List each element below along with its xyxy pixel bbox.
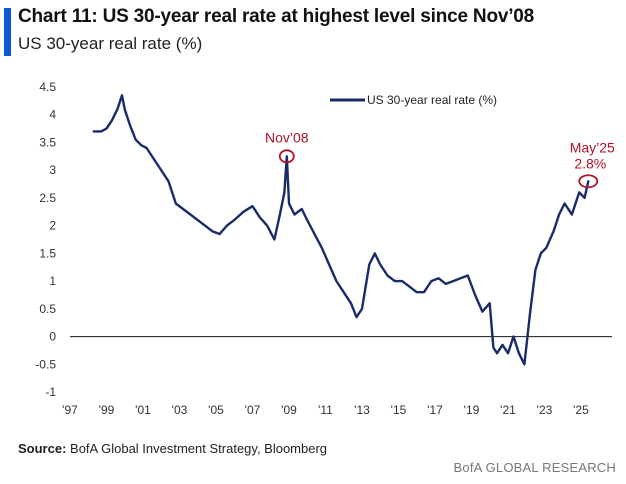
y-tick-label: 4	[49, 108, 56, 122]
annotation-label-may25: May’25	[570, 139, 615, 155]
legend-label: US 30-year real rate (%)	[367, 93, 497, 107]
chart-title: Chart 11: US 30-year real rate at highes…	[18, 6, 535, 27]
x-tick-label: '97	[62, 403, 78, 417]
brand-label: BofA GLOBAL RESEARCH	[453, 460, 616, 475]
x-tick-label: '99	[99, 403, 115, 417]
annotation-marker-may25	[578, 174, 599, 189]
y-tick-label: 3.5	[39, 135, 56, 149]
x-tick-label: '05	[208, 403, 224, 417]
x-tick-label: '07	[245, 403, 261, 417]
x-tick-label: '21	[500, 403, 516, 417]
y-tick-label: 1.5	[39, 246, 56, 260]
x-tick-label: '01	[135, 403, 151, 417]
y-tick-label: 2.5	[39, 191, 56, 205]
annotation-value-may25: 2.8%	[574, 155, 606, 171]
y-tick-label: 0.5	[39, 302, 56, 316]
x-tick-label: '11	[318, 403, 333, 417]
x-tick-label: '25	[573, 403, 589, 417]
x-tick-label: '13	[354, 403, 370, 417]
y-tick-label: -1	[45, 385, 56, 399]
y-tick-label: 4.5	[39, 80, 56, 94]
y-tick-label: 1	[49, 274, 56, 288]
y-tick-label: 0	[49, 330, 56, 344]
source-label: Source:	[18, 441, 67, 456]
x-tick-label: '23	[537, 403, 553, 417]
y-tick-label: 2	[49, 219, 56, 233]
x-tick-label: '17	[427, 403, 443, 417]
annotation-label-nov08: Nov’08	[265, 129, 309, 145]
series-line	[92, 94, 590, 366]
y-tick-label: 3	[49, 163, 56, 177]
x-tick-label: '19	[464, 403, 480, 417]
chart-subtitle: US 30-year real rate (%)	[18, 34, 203, 53]
x-tick-label: '15	[391, 403, 407, 417]
y-tick-label: -0.5	[35, 357, 56, 371]
x-tick-label: '03	[172, 403, 188, 417]
accent-bar	[4, 8, 11, 56]
source-note: Source: BofA Global Investment Strategy,…	[18, 441, 327, 456]
x-tick-label: '09	[281, 403, 297, 417]
annotation-marker-nov08	[278, 149, 295, 164]
source-text: BofA Global Investment Strategy, Bloombe…	[70, 441, 328, 456]
